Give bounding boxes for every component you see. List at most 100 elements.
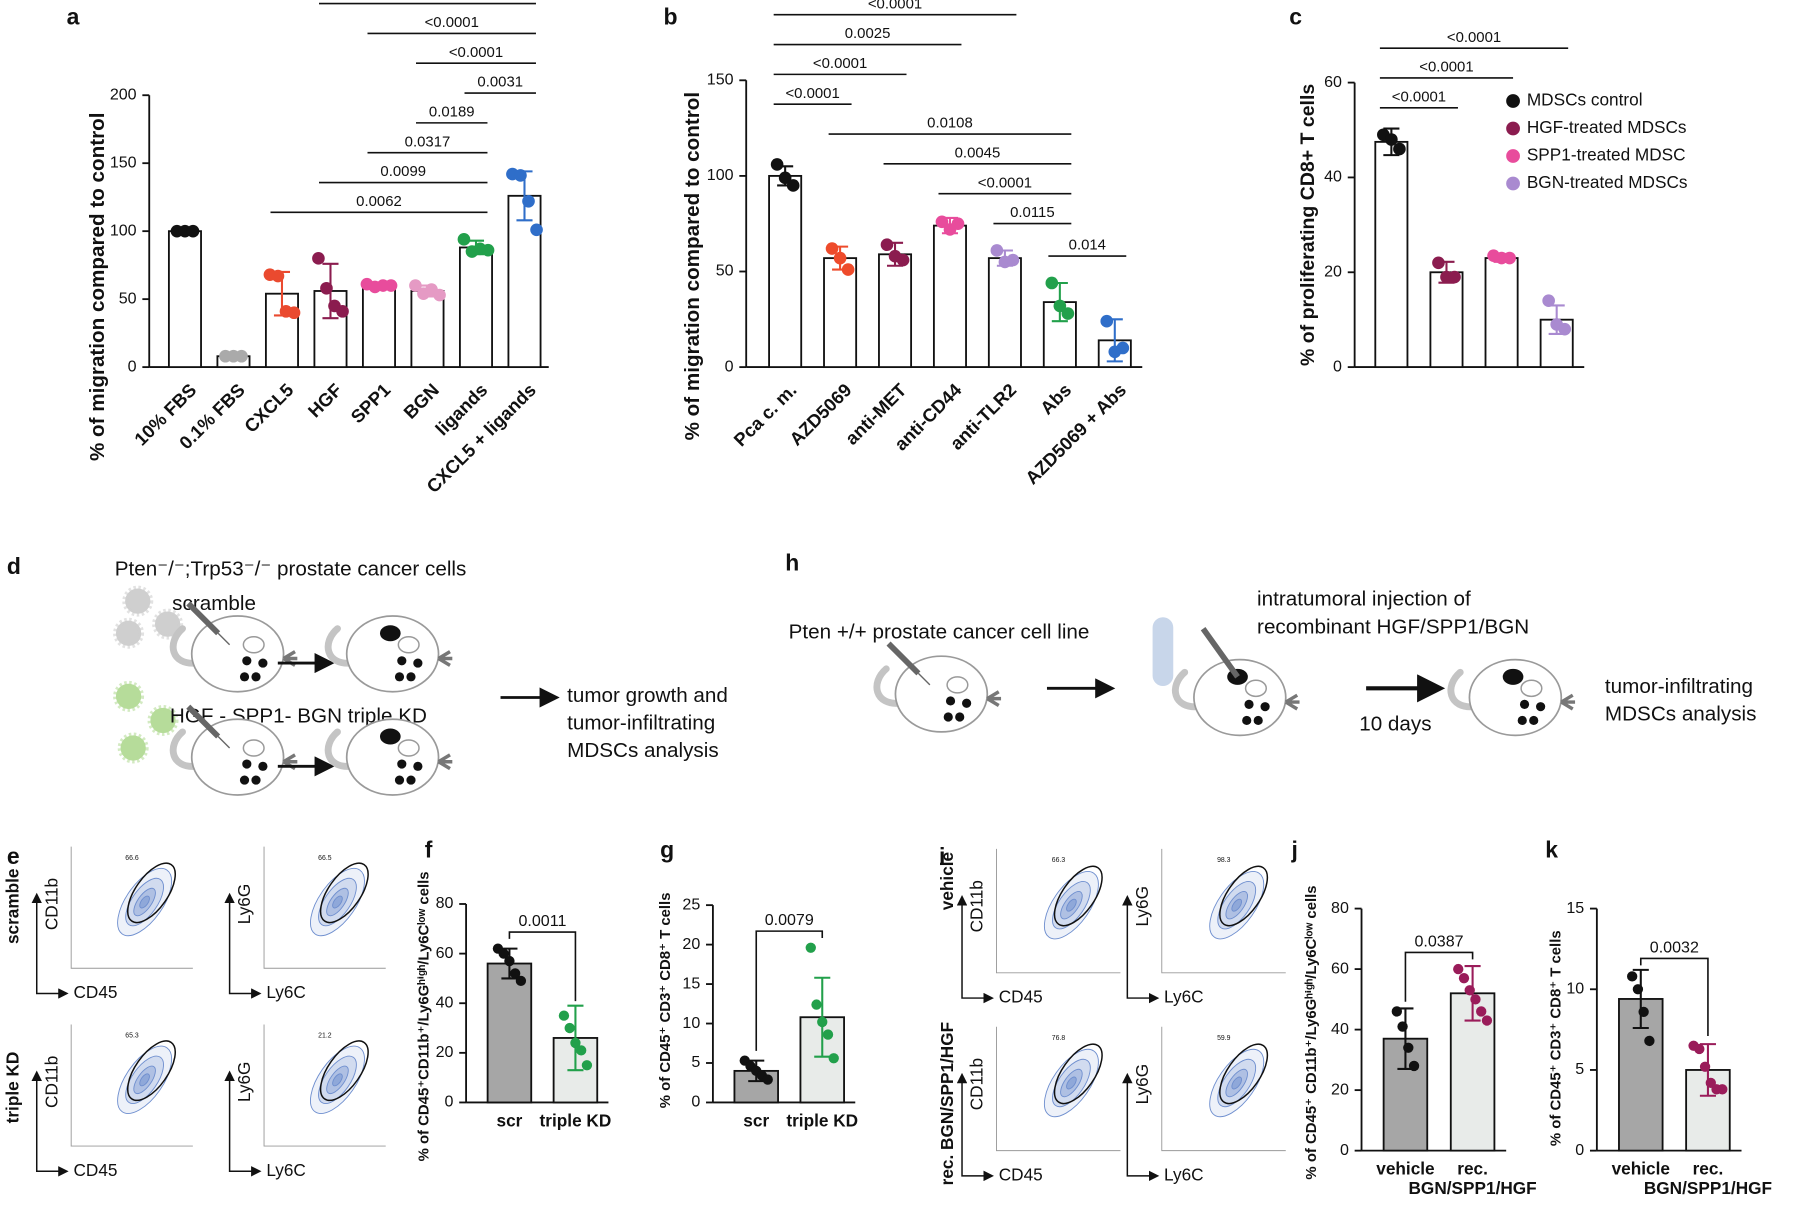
data-point xyxy=(896,253,910,267)
cell xyxy=(152,608,184,640)
y-tick-label: 0 xyxy=(128,357,137,375)
schematic-text: scramble xyxy=(172,592,256,615)
mouse-tail xyxy=(1172,668,1202,711)
gate-percent: 76.8 xyxy=(1052,1035,1066,1042)
data-point xyxy=(409,279,422,292)
y-tick-label: 100 xyxy=(110,221,137,239)
mouse-paw xyxy=(251,775,261,785)
bar xyxy=(361,284,396,369)
data-point xyxy=(817,1016,828,1028)
data-point xyxy=(1470,994,1481,1005)
error-bar xyxy=(1632,968,1649,1030)
p-value: <0.0001 xyxy=(449,45,503,61)
plot-frame xyxy=(263,846,386,969)
mouse-paw xyxy=(413,658,423,668)
data-point xyxy=(762,1074,773,1085)
p-value: <0.0001 xyxy=(978,175,1032,191)
legend-marker xyxy=(1506,121,1520,136)
p-value: <0.0001 xyxy=(813,56,867,72)
mouse-paw xyxy=(1517,715,1527,726)
x-tick-label: scr xyxy=(743,1111,770,1132)
data-point xyxy=(1694,1043,1705,1055)
syringe xyxy=(186,601,221,636)
data-point xyxy=(1100,314,1114,328)
mouse-body xyxy=(1468,658,1563,737)
p-value: 0.0108 xyxy=(927,116,973,132)
y-tick-label: 80 xyxy=(1331,899,1349,917)
data-point xyxy=(498,948,509,959)
row-label: rec. BGN/SPP1/HGF xyxy=(937,1022,957,1185)
y-tick-label: 0 xyxy=(445,1093,454,1111)
panel-label: d xyxy=(7,553,21,579)
panel-label: c xyxy=(1289,3,1302,29)
schematic-text: tumor growth and tumor-infiltrating MDSC… xyxy=(567,683,728,762)
plot-frame xyxy=(70,846,193,969)
mouse-paw xyxy=(945,696,956,706)
needle xyxy=(217,632,231,646)
data-point xyxy=(336,305,349,318)
mouse-paw xyxy=(406,775,416,785)
mouse-paw xyxy=(943,712,953,722)
significance-bracket xyxy=(755,930,824,1051)
data-point xyxy=(1627,971,1638,982)
schematic-text: Pten⁻/⁻;Trp53⁻/⁻ prostate cancer cells xyxy=(115,558,467,581)
y-tick-label: 0 xyxy=(1340,1141,1349,1159)
y-tick-label: 100 xyxy=(707,166,734,184)
y-tick-label: 20 xyxy=(682,935,700,953)
contour xyxy=(332,1073,343,1087)
flow-x-label: CD45 xyxy=(73,1160,117,1180)
mouse-tail xyxy=(1447,668,1478,711)
contour xyxy=(1066,898,1077,912)
bar xyxy=(410,290,445,369)
bar xyxy=(987,257,1022,369)
mouse-paw xyxy=(239,775,250,785)
mouse-nose xyxy=(437,650,453,667)
cell xyxy=(113,680,145,712)
y-axis-label: % of migration compared to control xyxy=(86,113,109,462)
gate xyxy=(319,1040,369,1102)
panel-label: f xyxy=(425,836,433,862)
data-point xyxy=(514,169,527,182)
cell xyxy=(113,617,145,649)
gate-percent: 66.5 xyxy=(318,855,332,862)
mouse-paw xyxy=(258,658,268,668)
flow-x-label: Ly6C xyxy=(1164,1164,1204,1184)
gate-percent: 21.2 xyxy=(318,1033,332,1040)
x-tick-label: scr xyxy=(496,1111,523,1132)
p-value: 0.0189 xyxy=(429,104,475,120)
flow-y-label: CD11b xyxy=(41,1056,61,1108)
x-tick-label: vehicle xyxy=(1376,1159,1435,1180)
p-value: 0.0032 xyxy=(1650,938,1699,956)
syringe xyxy=(1200,626,1240,679)
bar xyxy=(1484,257,1519,369)
data-point xyxy=(1481,1015,1493,1026)
panel-label: b xyxy=(664,3,678,29)
x-tick-label: SPP1 xyxy=(346,379,394,427)
plot-frame xyxy=(263,1024,386,1147)
y-tick-label: 20 xyxy=(436,1043,454,1061)
row-label: scramble xyxy=(2,869,22,945)
flow-x-label: CD45 xyxy=(73,982,117,1002)
y-tick-label: 0 xyxy=(1575,1141,1584,1159)
y-tick-label: 40 xyxy=(1324,168,1342,186)
p-value: 0.0115 xyxy=(1010,205,1055,221)
mouse-paw xyxy=(955,712,965,722)
contour xyxy=(139,895,150,909)
data-point xyxy=(951,217,965,231)
axis-arrow xyxy=(956,1072,994,1182)
panel-label: e xyxy=(7,843,20,869)
gate xyxy=(127,1040,176,1102)
data-point xyxy=(1061,307,1075,320)
mouse-paw xyxy=(406,672,416,682)
data-point xyxy=(1632,984,1644,995)
data-point xyxy=(1408,1060,1420,1072)
y-tick-label: 15 xyxy=(682,974,700,992)
mouse-ear xyxy=(242,739,265,757)
schematic-text: intratumoral injection of recombinant HG… xyxy=(1257,587,1530,638)
x-tick-label: CXCL5 xyxy=(240,379,297,436)
data-point xyxy=(1006,253,1020,267)
schematic-text: Pten +/+ prostate cancer cell line xyxy=(789,621,1090,644)
bar xyxy=(167,230,202,369)
y-tick-label: 0 xyxy=(691,1093,700,1111)
